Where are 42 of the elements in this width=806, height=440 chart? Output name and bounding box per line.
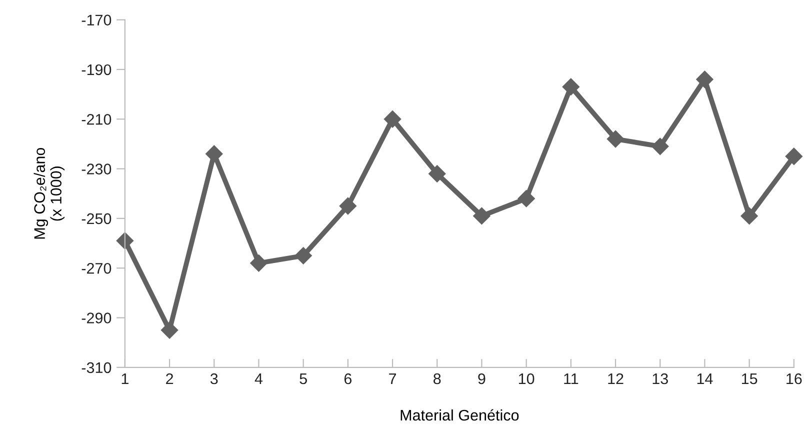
point (384, 110, 402, 128)
point (250, 254, 268, 272)
y-tick-label: -170 (82, 14, 112, 26)
x-tick-label: 1 (122, 374, 128, 384)
point (652, 138, 669, 155)
x-tick-label: 10 (518, 373, 534, 384)
point (562, 78, 580, 96)
y-tick-label: -230 (82, 164, 112, 174)
y-tick-label: -310 (82, 362, 112, 374)
y-tick-label: -210 (82, 114, 112, 125)
y-tick-label: -290 (82, 312, 112, 324)
x-tick-label: 12 (608, 373, 624, 384)
x-tick-label: 4 (254, 374, 263, 384)
x-tick-label: 11 (564, 374, 578, 384)
x-tick-label: 9 (478, 373, 486, 384)
point (740, 207, 758, 224)
x-tick-label: 7 (389, 374, 396, 384)
x-tick-label: 5 (300, 374, 307, 384)
point (606, 130, 624, 148)
x-tick-label: 8 (434, 373, 441, 384)
point (785, 148, 802, 165)
x-tick-label: 6 (344, 373, 352, 384)
x-axis-title: Material Genético (400, 409, 519, 421)
point (339, 197, 356, 215)
x-tick-label: 3 (210, 373, 218, 384)
y-tick-label: -190 (82, 64, 112, 76)
point (428, 165, 446, 182)
point (206, 145, 223, 162)
point (294, 247, 312, 264)
y-tick-label: -250 (82, 213, 112, 224)
y-tick-label: -270 (82, 262, 112, 274)
y-axis-title: Mg CO₂e/ano (x 1000) (34, 148, 64, 239)
point (473, 207, 490, 224)
point (116, 232, 134, 250)
x-tick-label: 2 (166, 373, 174, 384)
point (696, 70, 714, 88)
x-tick-label: 15 (742, 374, 758, 384)
x-tick-label: 14 (697, 374, 713, 384)
x-tick-label: 16 (786, 373, 802, 384)
point (518, 190, 535, 208)
x-tick-label: 13 (652, 373, 668, 384)
point (160, 322, 178, 339)
